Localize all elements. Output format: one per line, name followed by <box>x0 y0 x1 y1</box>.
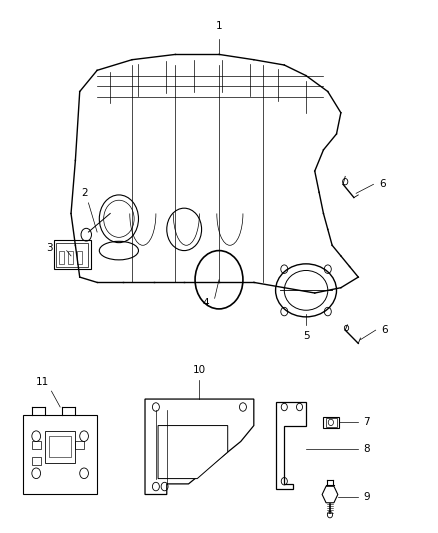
Text: 10: 10 <box>193 365 206 375</box>
Text: 3: 3 <box>46 243 53 253</box>
Bar <box>325 418 336 426</box>
Bar <box>323 417 339 428</box>
Text: 1: 1 <box>215 21 223 30</box>
Bar <box>53 240 91 269</box>
Text: 11: 11 <box>36 377 49 387</box>
Text: 5: 5 <box>303 331 309 341</box>
Bar <box>68 251 73 264</box>
Text: 6: 6 <box>379 179 386 189</box>
Text: 7: 7 <box>364 417 370 427</box>
Bar <box>32 441 41 449</box>
Text: 4: 4 <box>203 297 209 308</box>
Text: 9: 9 <box>364 492 370 502</box>
Text: 8: 8 <box>364 445 370 455</box>
Bar <box>49 436 71 457</box>
Polygon shape <box>158 425 228 479</box>
Bar <box>56 243 88 266</box>
Bar <box>45 431 75 463</box>
Text: 6: 6 <box>381 325 388 335</box>
Bar <box>75 441 84 449</box>
Bar <box>32 457 41 465</box>
Bar <box>77 251 82 264</box>
Bar <box>59 251 64 264</box>
Text: 2: 2 <box>81 188 88 198</box>
